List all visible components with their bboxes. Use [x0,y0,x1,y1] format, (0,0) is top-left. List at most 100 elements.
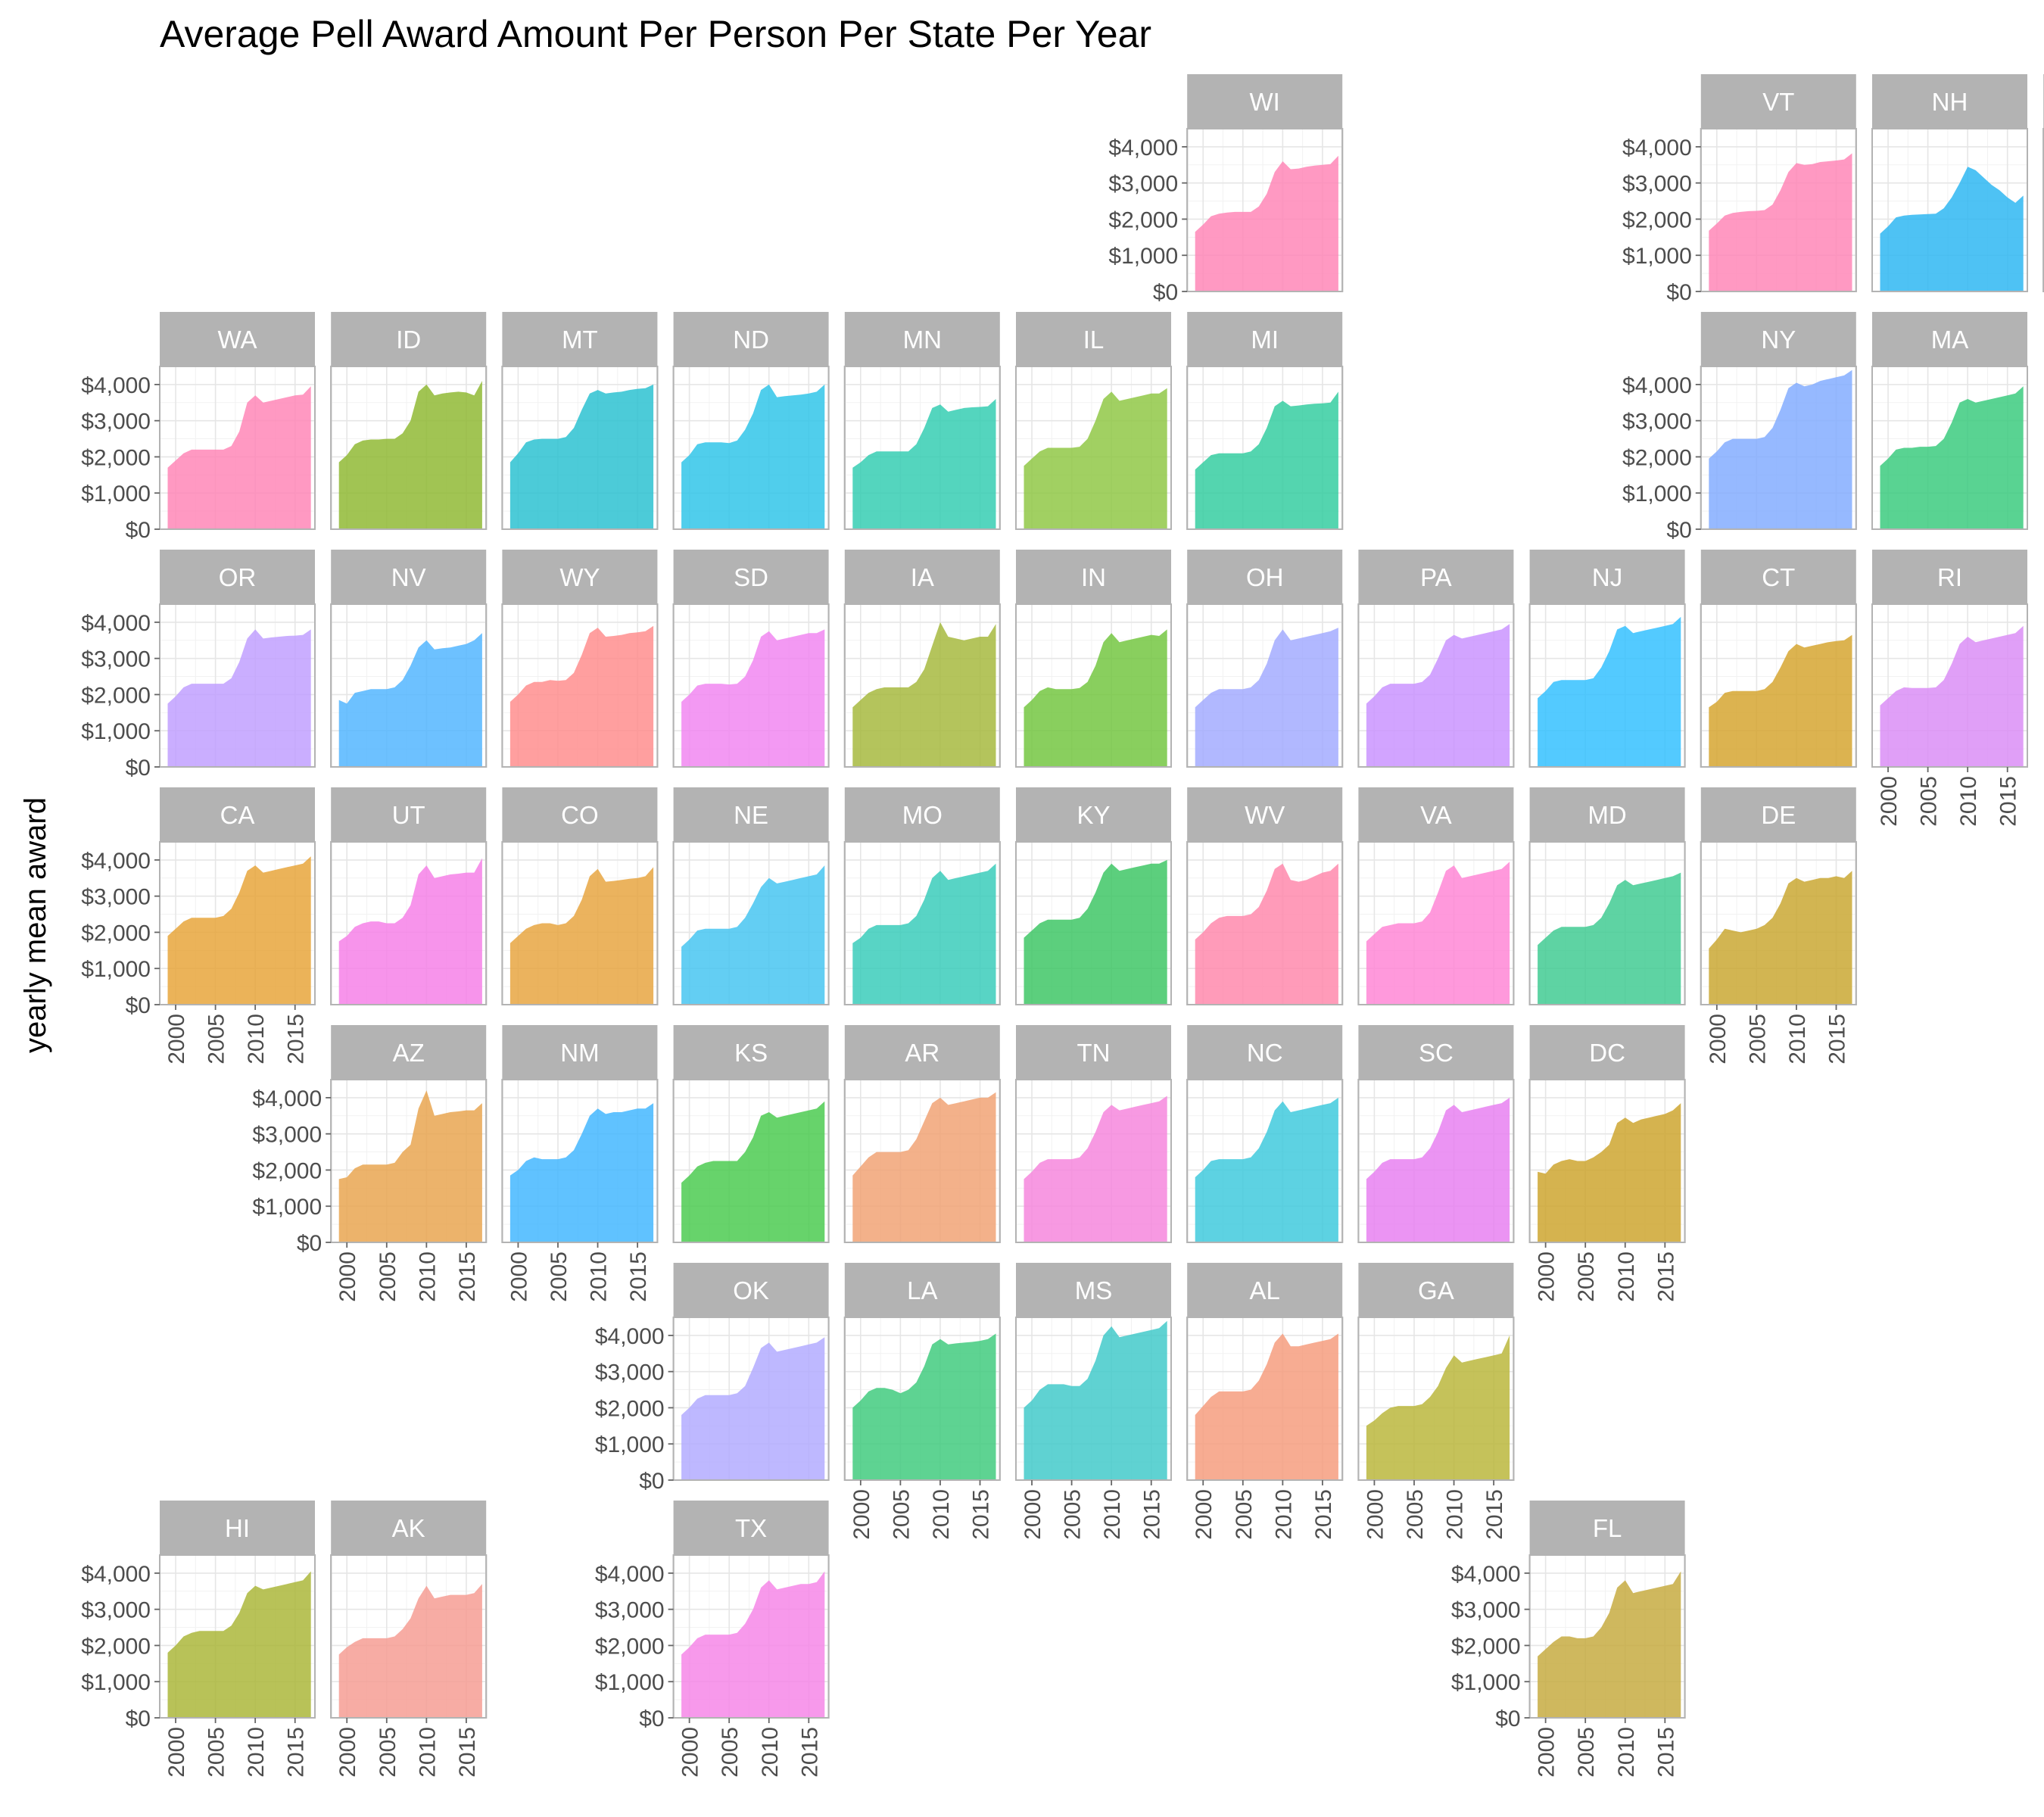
y-tick-label: $0 [1495,1706,1520,1731]
series-area-nd [681,384,825,529]
y-tick-label: $0 [1666,280,1691,305]
facet-strip [331,1501,487,1555]
y-tick-label: $1,000 [81,482,151,506]
facet-strip [502,550,658,604]
facet-strip [1187,74,1343,129]
series-area-ut [338,858,482,1005]
y-tick-label: $4,000 [595,1324,665,1349]
panel-border [1015,366,1172,530]
panel-border [330,603,488,768]
facet-strip [673,312,829,366]
y-tick-label: $0 [639,1469,664,1494]
panel-border [672,841,830,1005]
facet-strip-label: OR [219,563,257,591]
x-tick-label: 2005 [1061,1489,1086,1540]
facet-strip-label: VA [1420,801,1452,829]
panel-border [501,603,659,768]
series-area-dc [1538,1103,1681,1242]
series-area-mn [852,399,996,529]
facet-strip [1872,74,2027,129]
facet-strip-label: MS [1075,1276,1113,1304]
series-area-vt [1709,153,1852,291]
state-panel-tx: TX $0 $1,000 $2,000 $3,000 $4,000 2000 2005 2010… [595,1501,830,1778]
x-tick-label: 2010 [1785,1014,1810,1064]
panel-border [330,841,488,1005]
x-tick-label: 2005 [547,1251,572,1302]
x-tick-label: 2005 [375,1727,400,1778]
facet-strip [844,787,1000,842]
panel-border [1871,128,2028,292]
series-area-sd [681,629,825,767]
state-panel-ga: GA 2000 2005 2010 2015 [1357,1263,1515,1540]
panel-border [843,603,1001,768]
panel-border [330,1554,488,1719]
panel-border [1186,841,1344,1005]
facet-strip-label: LA [907,1276,937,1304]
facet-strip-label: DE [1761,801,1796,829]
x-tick-label: 2015 [626,1251,651,1302]
facet-strip [1529,550,1685,604]
x-tick-label: 2010 [415,1251,440,1302]
y-tick-label: $2,000 [1622,445,1692,470]
state-panel-ne: NE [672,787,830,1005]
y-tick-label: $4,000 [81,373,151,398]
state-panel-de: DE 2000 2005 2010 2015 [1700,787,1857,1064]
panel-border [672,1079,830,1243]
state-panel-ri: RI 2000 2005 2010 2015 [1871,550,2028,827]
state-panel-ct: CT [1700,550,1857,768]
facet-strip [1187,312,1343,366]
facet-strip-label: WV [1245,801,1285,829]
facet-strip-label: TN [1077,1039,1111,1067]
facet-strip-label: IN [1081,563,1106,591]
state-panel-wy: WY [501,550,659,768]
state-panel-nj: NJ [1528,550,1686,768]
series-area-az [338,1090,482,1242]
facet-strip [1529,787,1685,842]
state-panel-oh: OH [1186,550,1344,768]
x-tick-label: 2000 [849,1489,874,1540]
facet-strip-label: KS [734,1039,768,1067]
y-tick-label: $0 [126,993,151,1018]
panel-border [1186,128,1344,292]
state-panel-wv: WV [1186,787,1344,1005]
y-tick-label: $2,000 [1451,1634,1521,1659]
panel-border [1528,603,1686,768]
series-area-nv [338,633,482,767]
state-panel-ny: NY $0 $1,000 $2,000 $3,000 $4,000 [1622,312,1857,543]
panel-border [1871,366,2028,530]
series-area-al [1195,1333,1338,1480]
y-tick-label: $1,000 [1622,244,1692,269]
series-area-pa [1366,624,1510,767]
panel-border [1186,366,1344,530]
facet-strip [1187,1263,1343,1317]
x-tick-label: 2005 [1232,1489,1257,1540]
facet-strip [844,312,1000,366]
series-area-ks [681,1101,825,1242]
facet-strip-label: UT [392,801,425,829]
state-panel-fl: FL $0 $1,000 $2,000 $3,000 $4,000 2000 2005 2010… [1451,1501,1686,1778]
x-tick-label: 2015 [797,1727,822,1778]
panel-border [1015,603,1172,768]
x-tick-label: 2005 [375,1251,400,1302]
panel-border [672,1554,830,1719]
panel-border [2042,128,2044,292]
y-tick-label: $3,000 [1622,410,1692,435]
x-tick-label: 2010 [587,1251,612,1302]
x-tick-label: 2015 [1140,1489,1165,1540]
facet-strip [1016,787,1171,842]
x-tick-label: 2005 [204,1727,229,1778]
panel-border [1015,841,1172,1005]
y-tick-label: $3,000 [81,647,151,672]
facet-strip [160,787,315,842]
x-tick-label: 2000 [1706,1014,1731,1064]
x-tick-label: 2000 [1020,1489,1045,1540]
panel-border [501,841,659,1005]
state-panel-mo: MO [843,787,1001,1005]
facet-strip [331,1025,487,1080]
facet-strip [673,1501,829,1555]
facet-strip-label: AZ [393,1039,425,1067]
facet-strip [160,312,315,366]
y-tick-label: $1,000 [81,957,151,982]
panel-border [1700,603,1857,768]
